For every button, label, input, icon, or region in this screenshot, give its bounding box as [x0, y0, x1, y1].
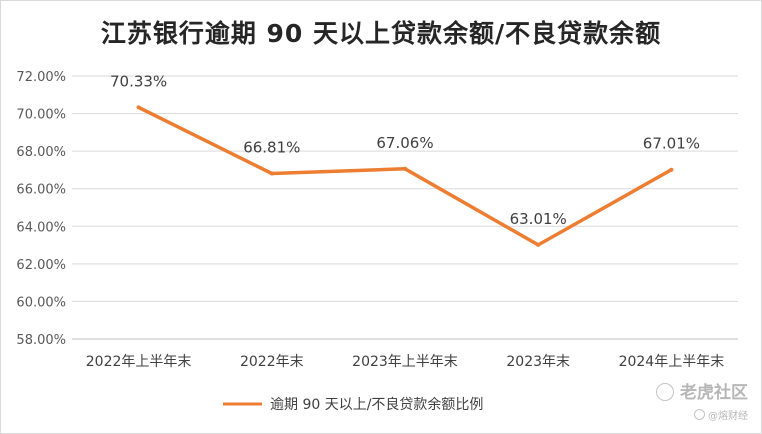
x-tick-label: 2024年上半年末	[619, 354, 725, 370]
gridlines	[72, 75, 738, 340]
y-tick-label: 72.00%	[16, 70, 66, 85]
y-tick-label: 64.00%	[16, 220, 66, 235]
data-point	[136, 105, 141, 110]
series-line	[136, 105, 674, 247]
data-point	[403, 166, 407, 171]
y-tick-label: 68.00%	[16, 145, 66, 160]
author-avatar-icon	[694, 409, 705, 420]
watermark: 老虎社区 @熔财经	[656, 378, 748, 422]
x-tick-label: 2023年上半年末	[352, 354, 458, 370]
y-axis: 58.00% 60.00% 62.00% 64.00% 66.00% 68.00% 70.0…	[16, 70, 66, 348]
data-point	[669, 167, 674, 172]
chart-title: 江苏银行逾期 90 天以上贷款余额/不良贷款余额	[100, 19, 662, 48]
watermark-author: 熔财经	[718, 411, 748, 422]
series-layer	[136, 105, 674, 247]
data-label: 63.01%	[510, 210, 567, 228]
data-point	[269, 171, 274, 176]
x-tick-label: 2022年上半年末	[86, 354, 192, 370]
data-labels: 70.33% 66.81% 67.06% 63.01% 67.01%	[110, 72, 700, 228]
tiger-logo-icon	[656, 383, 674, 401]
data-label: 67.06%	[376, 134, 433, 152]
y-tick-label: 60.00%	[16, 295, 66, 310]
x-tick-label: 2023年末	[506, 354, 570, 370]
legend-label: 逾期 90 天以上/不良贷款余额比例	[270, 396, 483, 413]
y-tick-label: 66.00%	[16, 183, 66, 198]
data-label: 70.33%	[110, 72, 167, 90]
y-tick-label: 70.00%	[16, 108, 66, 123]
data-label: 66.81%	[243, 138, 300, 156]
data-label: 67.01%	[643, 135, 700, 153]
y-tick-label: 62.00%	[16, 258, 66, 273]
data-point	[536, 242, 541, 247]
x-axis: 2022年上半年末 2022年末 2023年上半年末 2023年末 2024年上半年末	[86, 354, 724, 370]
x-tick-label: 2022年末	[240, 354, 304, 370]
y-tick-label: 58.00%	[16, 333, 66, 348]
legend: 逾期 90 天以上/不良贷款余额比例	[223, 396, 483, 413]
watermark-brand: 老虎社区	[680, 383, 748, 403]
